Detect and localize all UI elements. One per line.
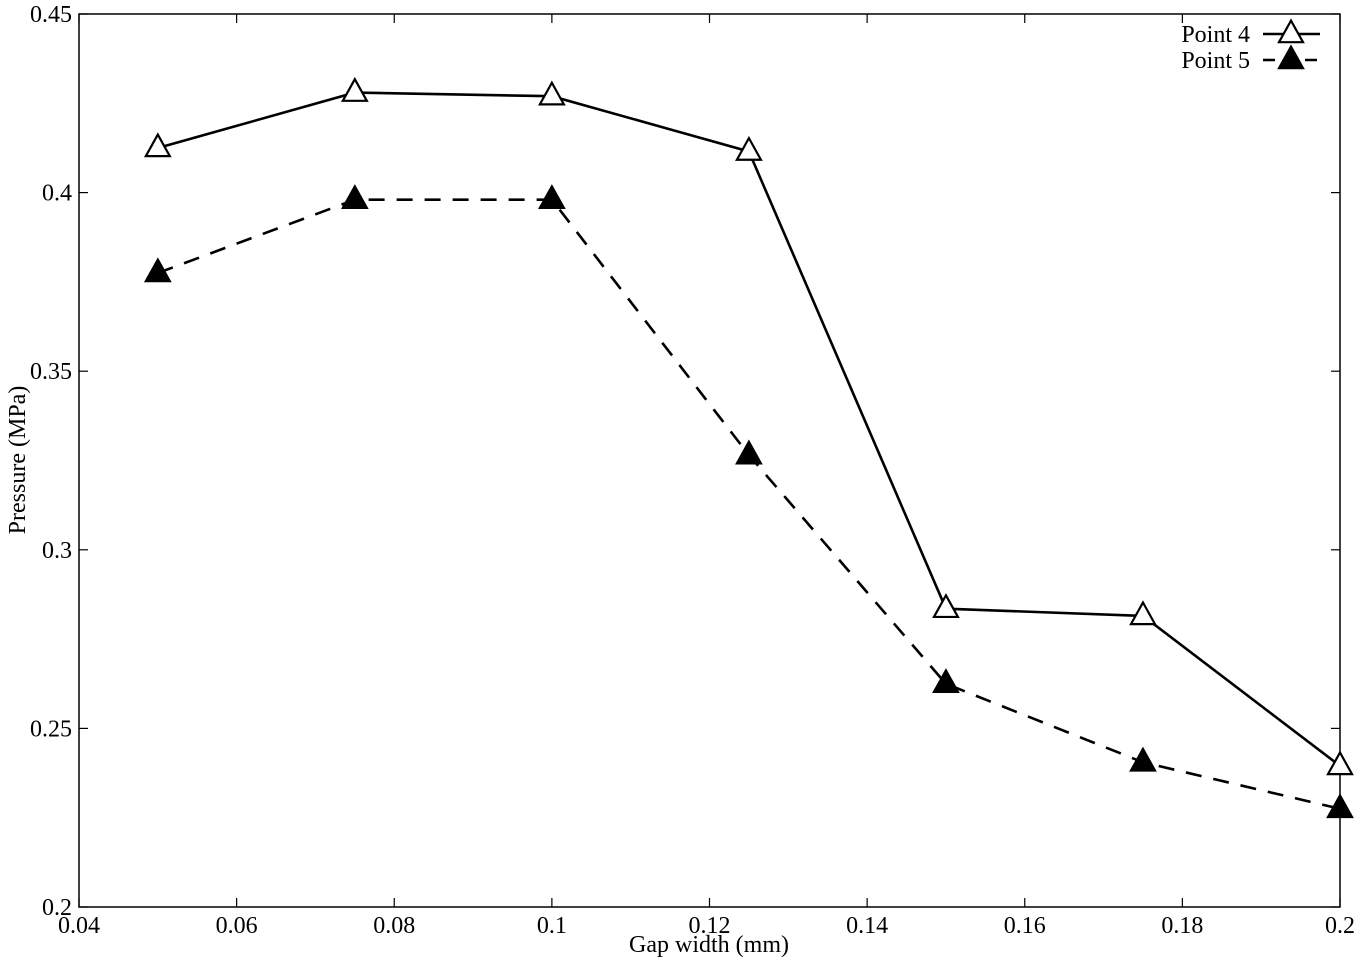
- data-point: [735, 135, 763, 161]
- y-tick-label: 0.2: [42, 895, 72, 921]
- data-point: [1129, 746, 1157, 772]
- data-point: [340, 76, 369, 102]
- x-tick-label: 0.1: [537, 913, 567, 939]
- data-point: [735, 439, 763, 465]
- data-point: [1326, 750, 1354, 776]
- data-point: [143, 257, 172, 283]
- series-line: [157, 91, 1341, 767]
- legend-item-1: Point 4: [1181, 18, 1320, 48]
- data-point: [340, 184, 369, 210]
- series-line: [157, 198, 1341, 811]
- y-axis-label: Pressure (MPa): [5, 386, 31, 535]
- tick-labels: 0.04 0.06 0.08 0.1 0.12 0.14 0.16 0.18 0.2 0.2 0.2…: [30, 2, 1355, 939]
- x-axis-label: Gap width (mm): [629, 932, 789, 958]
- series-2: [143, 184, 1354, 819]
- data-point: [538, 184, 566, 210]
- legend-marker: [1277, 44, 1305, 70]
- axis-ticks: [78, 13, 1341, 908]
- y-tick-label: 0.4: [42, 181, 72, 207]
- data-series: [143, 76, 1354, 819]
- data-point: [143, 132, 172, 158]
- data-point: [932, 668, 960, 694]
- x-tick-label: 0.14: [846, 913, 888, 939]
- y-tick-label: 0.3: [42, 538, 72, 564]
- legend-label: Point 4: [1181, 22, 1250, 48]
- legend-label: Point 5: [1181, 48, 1250, 74]
- y-tick-label: 0.45: [30, 2, 72, 28]
- data-point: [538, 80, 566, 106]
- x-tick-label: 0.12: [689, 913, 731, 939]
- data-point: [1326, 793, 1354, 819]
- legend-marker: [1277, 18, 1305, 44]
- data-point: [932, 593, 960, 619]
- legend-item-2: Point 5: [1181, 44, 1320, 74]
- x-tick-label: 0.08: [373, 913, 415, 939]
- x-tick-label: 0.16: [1004, 913, 1046, 939]
- x-tick-label: 0.06: [216, 913, 258, 939]
- data-point: [1129, 600, 1157, 626]
- series-1: [143, 76, 1354, 776]
- y-tick-label: 0.25: [30, 716, 72, 742]
- y-tick-label: 0.35: [30, 359, 72, 385]
- x-tick-label: 0.2: [1325, 913, 1355, 939]
- plot-frame: [78, 13, 1341, 908]
- x-tick-label: 0.18: [1161, 913, 1203, 939]
- x-tick-label: 0.04: [58, 913, 100, 939]
